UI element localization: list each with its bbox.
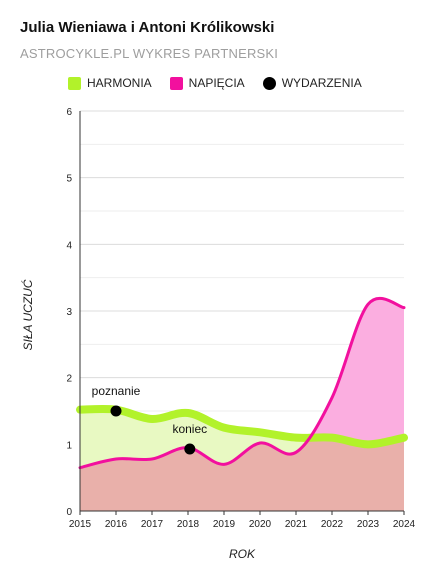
- legend-swatch-events: [262, 76, 276, 90]
- legend-swatch-harmony: [68, 76, 81, 90]
- x-tick-label: 2020: [249, 519, 272, 530]
- x-tick-label: 2021: [285, 519, 308, 530]
- harmony-line: [76, 404, 408, 449]
- legend-item-events[interactable]: WYDARZENIA: [262, 76, 362, 90]
- tension-line: [78, 296, 406, 470]
- x-tick-label: 2017: [141, 519, 164, 530]
- y-tick-label: 6: [66, 107, 72, 118]
- chart-subtitle: ASTROCYKLE.PL WYKRES PARTNERSKI: [20, 46, 279, 61]
- y-axis-label: SIŁA UCZUĆ: [20, 279, 35, 350]
- overlap-area: [80, 408, 404, 511]
- y-tick-label: 3: [66, 307, 72, 318]
- event-point: [184, 443, 196, 455]
- legend-label-tension: NAPIĘCIA: [188, 76, 245, 90]
- chart-legend: HARMONIA NAPIĘCIA WYDARZENIA: [68, 76, 380, 90]
- y-tick-label: 5: [66, 174, 72, 185]
- y-tick-label: 1: [66, 440, 72, 451]
- x-tick-label: 2016: [105, 519, 128, 530]
- y-tick-label: 4: [66, 240, 72, 251]
- x-tick-label: 2018: [177, 519, 200, 530]
- legend-label-harmony: HARMONIA: [87, 76, 152, 90]
- x-tick-label: 2024: [393, 519, 416, 530]
- y-tick-label: 2: [66, 374, 72, 385]
- x-axis-label: ROK: [229, 547, 256, 561]
- x-tick-label: 2019: [213, 519, 236, 530]
- legend-label-events: WYDARZENIA: [281, 76, 362, 90]
- chart-title: Julia Wieniawa i Antoni Królikowski: [20, 19, 275, 36]
- event-label: poznanie: [92, 384, 141, 398]
- event-point: [110, 405, 122, 417]
- legend-swatch-tension: [169, 76, 183, 90]
- legend-item-tension[interactable]: NAPIĘCIA: [169, 76, 245, 90]
- x-tick-label: 2015: [69, 519, 92, 530]
- y-tick-label: 0: [66, 507, 72, 518]
- legend-item-harmony[interactable]: HARMONIA: [68, 76, 152, 90]
- x-tick-label: 2023: [357, 519, 380, 530]
- x-tick-label: 2022: [321, 519, 344, 530]
- event-label: koniec: [172, 422, 207, 436]
